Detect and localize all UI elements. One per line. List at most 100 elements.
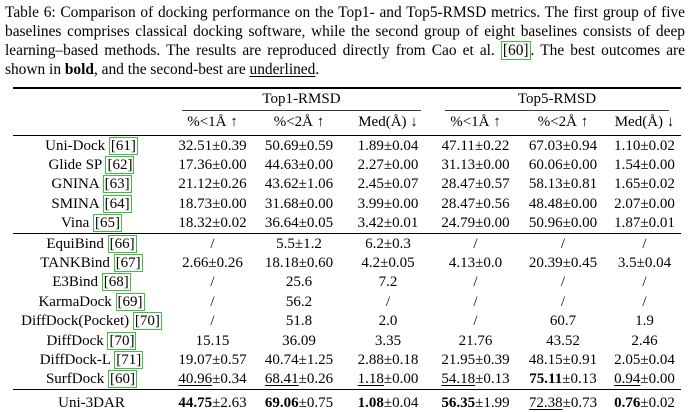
- metric-value: 1.08: [357, 395, 384, 412]
- table-row: KarmaDock [69] / 56.2 / / / /: [13, 292, 681, 311]
- metric-value: 28.47: [441, 195, 476, 212]
- subheader-row: %<1Å ↑ %<2Å ↑ Med(Å) ↓ %<1Å ↑ %<2Å ↑ Med(Å) ↓: [13, 111, 681, 136]
- metric-value: 43.52: [546, 332, 580, 349]
- citation-ref[interactable]: [64]: [102, 194, 132, 213]
- citation-ref[interactable]: [69]: [115, 292, 145, 311]
- group-top1-label: Top1-RMSD: [262, 91, 341, 107]
- citation-ref[interactable]: [71]: [114, 350, 144, 369]
- metric-error: ±1.99: [475, 395, 510, 412]
- value-cell: 67.03±0.94: [518, 136, 608, 156]
- value-cell: 32.51±0.39: [170, 136, 255, 156]
- metric-value: /: [385, 293, 391, 310]
- value-cell: 3.99±0.00: [343, 194, 433, 213]
- metric-error: ±0.57: [212, 351, 247, 368]
- value-cell: 51.8: [255, 312, 343, 331]
- metric-value: 47.11: [441, 137, 475, 154]
- metric-error: ±0.07: [383, 176, 419, 193]
- citation-ref[interactable]: [62]: [105, 155, 135, 174]
- value-cell: 2.05±0.04: [608, 350, 681, 369]
- metric-value: /: [560, 235, 566, 252]
- metric-value: 67.03: [528, 137, 563, 154]
- value-cell: 44.75±2.63: [170, 390, 255, 412]
- metric-value: 1.18: [357, 371, 384, 388]
- metric-value: 7.2: [378, 274, 398, 291]
- metric-value: 40.96: [178, 371, 213, 388]
- value-cell: 1.89±0.04: [343, 136, 433, 156]
- value-cell: 1.08±0.04: [343, 390, 433, 412]
- method-name: Vina: [60, 215, 90, 232]
- method-name: GNINA: [51, 176, 99, 193]
- citation-ref[interactable]: [63]: [102, 175, 132, 194]
- value-cell: 2.45±0.07: [343, 175, 433, 194]
- citation-ref[interactable]: [70]: [132, 312, 162, 331]
- metric-value: 31.13: [441, 156, 476, 173]
- table-row: TANKBind [67] 2.66±0.26 18.18±0.60 4.2±0.05…: [13, 253, 681, 272]
- table-row: GNINA [63] 21.12±0.26 43.62±1.06 2.45±0.07 2…: [13, 175, 681, 194]
- metric-value: /: [210, 235, 215, 252]
- value-cell: /: [170, 312, 255, 331]
- citation-ref[interactable]: [60]: [500, 41, 531, 60]
- metric-value: 1.89: [357, 137, 384, 154]
- column-header: Med(Å) ↓: [608, 111, 681, 136]
- caption-text: .: [315, 61, 320, 78]
- metric-value: 58.13: [528, 176, 563, 193]
- metric-error: ±0.45: [562, 254, 598, 271]
- metric-value: 3.5: [617, 254, 637, 271]
- metric-value: 18.73: [178, 195, 213, 212]
- value-cell: 1.18±0.00: [343, 370, 433, 390]
- metric-value: 68.41: [264, 371, 299, 388]
- metric-value: 21.12: [178, 176, 213, 193]
- metric-error: ±0.00: [383, 156, 419, 173]
- table-header: Top1-RMSD Top5-RMSD %<1Å ↑ %<2Å ↑ Med(Å) ↓…: [13, 88, 681, 136]
- method-name: DiffDock-L: [39, 351, 111, 368]
- metric-error: ±0.13: [475, 371, 510, 388]
- caption-text: , and the second-best are: [93, 61, 250, 78]
- citation-ref[interactable]: [66]: [107, 234, 137, 253]
- column-header: %<2Å ↑: [255, 111, 343, 136]
- table-section-0: Uni-Dock [61] 32.51±0.39 50.69±0.59 1.89±0.…: [13, 135, 681, 234]
- metric-value: 54.18: [441, 371, 476, 388]
- metric-error: ±0.04: [640, 351, 675, 368]
- value-cell: 2.66±0.26: [170, 253, 255, 272]
- metric-value: 28.47: [441, 176, 476, 193]
- column-header: Med(Å) ↓: [343, 111, 433, 136]
- metric-error: ±0.00: [562, 195, 598, 212]
- method-name: Uni-3DAR: [58, 395, 125, 412]
- citation-ref[interactable]: [65]: [93, 214, 122, 233]
- value-cell: 1.87±0.01: [608, 214, 681, 234]
- citation-ref[interactable]: [61]: [108, 136, 138, 155]
- method-cell: SurfDock [60]: [13, 370, 170, 390]
- table-caption: Table 6: Comparison of docking performan…: [0, 0, 690, 79]
- method-name: KarmaDock: [38, 293, 112, 310]
- group-header-top1: Top1-RMSD: [170, 88, 433, 111]
- metric-error: ±0.0: [475, 254, 503, 271]
- value-cell: /: [433, 234, 518, 254]
- citation-ref[interactable]: [67]: [113, 253, 143, 272]
- metric-value: 1.65: [614, 176, 641, 193]
- method-column-header: [13, 111, 170, 136]
- metric-error: ±0.00: [640, 371, 675, 388]
- value-cell: /: [170, 292, 255, 311]
- metric-value: 75.11: [529, 371, 563, 388]
- metric-value: 2.66: [182, 254, 209, 271]
- metric-value: 1.9: [635, 313, 654, 330]
- value-cell: 4.13±0.0: [433, 253, 518, 272]
- metric-error: ±0.00: [562, 156, 598, 173]
- metric-error: ±0.3: [383, 235, 411, 252]
- metric-value: 36.09: [282, 332, 316, 349]
- citation-ref[interactable]: [68]: [101, 273, 131, 292]
- column-header: %<1Å ↑: [433, 111, 518, 136]
- citation-ref[interactable]: [60]: [108, 370, 138, 389]
- value-cell: 40.74±1.25: [255, 350, 343, 369]
- citation-ref[interactable]: [70]: [107, 331, 137, 350]
- metric-error: ±0.02: [640, 137, 675, 154]
- metric-value: 32.51: [178, 137, 213, 154]
- method-cell: Uni-Dock [61]: [13, 136, 170, 156]
- metric-value: /: [210, 313, 215, 330]
- value-cell: 75.11±0.13: [518, 370, 608, 390]
- metric-value: 44.63: [264, 156, 299, 173]
- metric-value: 2.07: [614, 195, 641, 212]
- metric-value: 2.88: [357, 351, 384, 368]
- value-cell: 3.42±0.01: [343, 214, 433, 234]
